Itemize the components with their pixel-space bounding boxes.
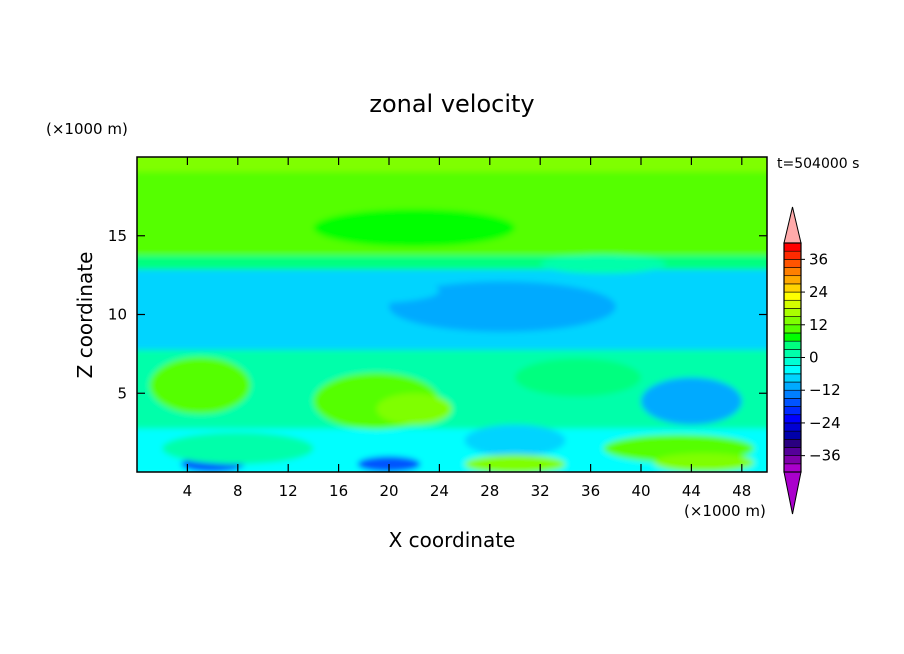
colorbar-swatch bbox=[784, 292, 801, 300]
x-tick-label: 36 bbox=[581, 482, 600, 500]
colorbar-swatch bbox=[784, 464, 801, 472]
colorbar-swatch bbox=[784, 447, 801, 455]
colorbar-swatch bbox=[784, 243, 801, 251]
y-tick-label: 10 bbox=[108, 306, 127, 324]
colorbar-swatch bbox=[784, 382, 801, 390]
colorbar-swatch bbox=[784, 423, 801, 431]
colorbar-swatch bbox=[784, 349, 801, 357]
colorbar-label: 36 bbox=[809, 250, 828, 268]
colorbar-swatch bbox=[784, 333, 801, 341]
field-feature bbox=[654, 453, 755, 472]
chart-title: zonal velocity bbox=[369, 90, 534, 118]
y-tick-label: 15 bbox=[108, 227, 127, 245]
x-axis-label: X coordinate bbox=[389, 528, 516, 552]
field-feature bbox=[288, 278, 439, 303]
colorbar-label: −24 bbox=[809, 414, 841, 432]
x-tick-label: 24 bbox=[430, 482, 449, 500]
colorbar-swatch bbox=[784, 456, 801, 464]
colorbar-swatch bbox=[784, 259, 801, 267]
colorbar-top-extension bbox=[784, 207, 801, 243]
field-feature bbox=[641, 378, 742, 425]
field-feature bbox=[376, 393, 452, 425]
colorbar-swatch bbox=[784, 415, 801, 423]
colorbar-swatch bbox=[784, 407, 801, 415]
colorbar-label: −12 bbox=[809, 381, 841, 399]
colorbar-swatch bbox=[784, 431, 801, 439]
time-label: t=504000 s bbox=[777, 156, 859, 172]
x-tick-label: 40 bbox=[631, 482, 650, 500]
plot-area bbox=[127, 153, 777, 476]
y-unit-label: (×1000 m) bbox=[46, 120, 128, 138]
contour-figure: zonal velocity (×1000 m) t=504000 s 4 8 12… bbox=[0, 0, 904, 654]
x-tick-label: 20 bbox=[379, 482, 398, 500]
field-feature bbox=[465, 425, 566, 457]
x-tick-label: 28 bbox=[480, 482, 499, 500]
colorbar-swatch bbox=[784, 358, 801, 366]
y-tick-label: 5 bbox=[117, 384, 127, 402]
x-tick-label: 4 bbox=[183, 482, 193, 500]
colorbar-swatch bbox=[784, 341, 801, 349]
colorbar: 36 24 12 0 −12 −24 −36 bbox=[784, 207, 841, 514]
colorbar-swatch bbox=[784, 325, 801, 333]
colorbar-swatch bbox=[784, 398, 801, 406]
colorbar-label: 12 bbox=[809, 316, 828, 334]
colorbar-label: 24 bbox=[809, 283, 828, 301]
colorbar-swatch bbox=[784, 374, 801, 382]
colorbar-swatch bbox=[784, 308, 801, 316]
colorbar-swatch bbox=[784, 268, 801, 276]
field-feature bbox=[162, 433, 313, 465]
colorbar-label: −36 bbox=[809, 447, 841, 465]
colorbar-bottom-extension bbox=[784, 472, 801, 514]
colorbar-swatch bbox=[784, 390, 801, 398]
x-tick-label: 44 bbox=[682, 482, 701, 500]
velocity-field bbox=[127, 153, 777, 476]
x-tick-label: 12 bbox=[279, 482, 298, 500]
colorbar-swatch bbox=[784, 251, 801, 259]
field-feature bbox=[540, 255, 666, 274]
colorbar-swatch bbox=[784, 439, 801, 447]
x-unit-label: (×1000 m) bbox=[684, 502, 766, 520]
colorbar-swatch bbox=[784, 300, 801, 308]
colorbar-label: 0 bbox=[809, 349, 819, 367]
x-tick-label: 32 bbox=[531, 482, 550, 500]
colorbar-swatch bbox=[784, 317, 801, 325]
y-axis-label: Z coordinate bbox=[73, 252, 97, 379]
colorbar-swatch bbox=[784, 276, 801, 284]
x-tick-label: 16 bbox=[329, 482, 348, 500]
colorbar-swatch bbox=[784, 284, 801, 292]
colorbar-swatch bbox=[784, 366, 801, 374]
x-tick-label: 8 bbox=[233, 482, 243, 500]
field-feature bbox=[515, 359, 641, 397]
x-tick-label: 48 bbox=[732, 482, 751, 500]
field-feature bbox=[465, 155, 566, 171]
field-feature bbox=[465, 455, 566, 474]
field-feature bbox=[313, 209, 515, 247]
field-feature bbox=[150, 357, 251, 414]
